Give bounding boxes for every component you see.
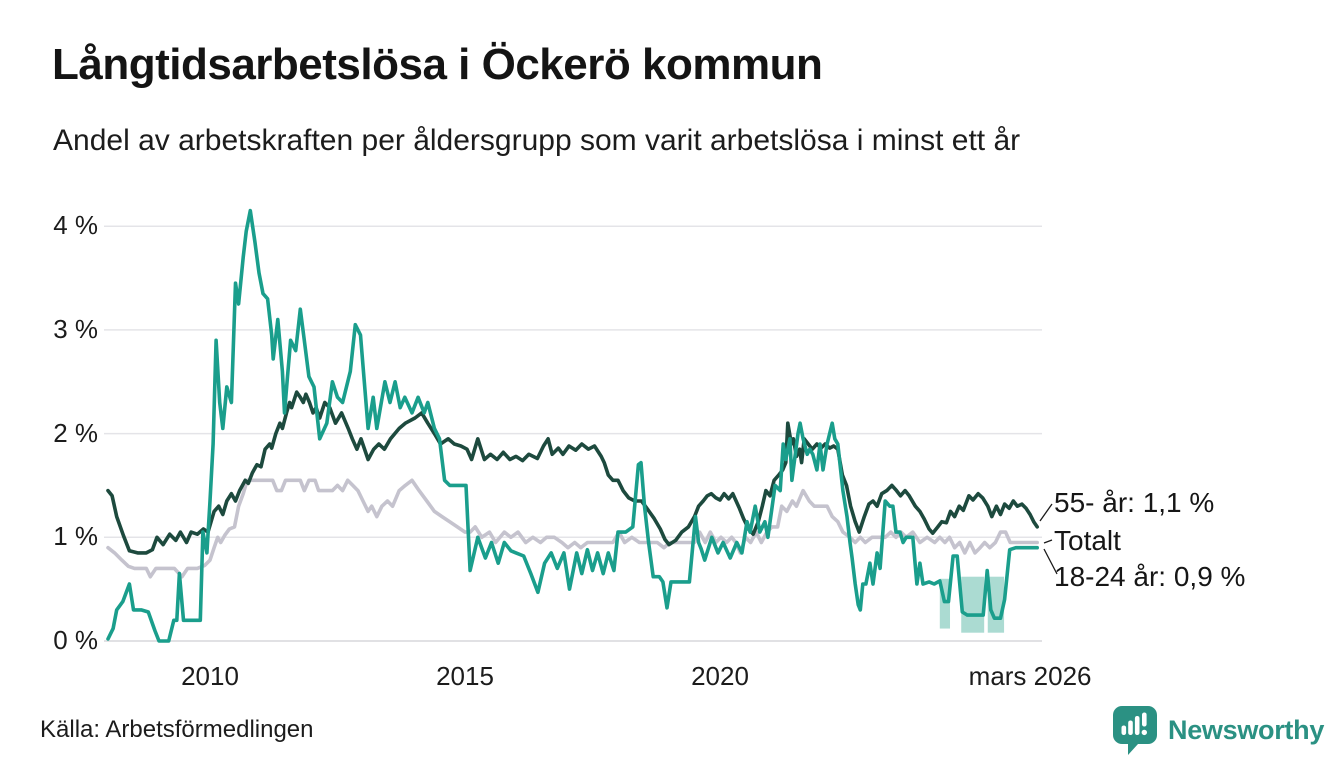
newsworthy-logo: Newsworthy: [1112, 705, 1324, 756]
series-end-label-18-24: 18-24 år: 0,9 %: [1054, 561, 1246, 592]
bar-chart-speech-bubble-icon: [1113, 706, 1157, 755]
x-axis-tick-2010: 2010: [181, 661, 239, 691]
page-subtitle: Andel av arbetskraften per åldersgrupp s…: [53, 124, 1021, 157]
leader-total-line: [1043, 539, 1053, 544]
source-attribution: Källa: Arbetsförmedlingen: [40, 716, 314, 743]
series-line-1824: [106, 208, 1039, 643]
y-axis-tick-1pct: 1 %: [53, 521, 98, 552]
brand-name: Newsworthy: [1168, 715, 1325, 745]
y-axis-tick-3pct: 3 %: [53, 313, 98, 344]
y-axis-tick-2pct: 2 %: [53, 417, 98, 448]
y-axis-tick-4pct: 4 %: [53, 210, 98, 241]
uncertainty-band-2: [961, 576, 985, 633]
series-line-total: [106, 478, 1039, 579]
x-axis-tick-mars-2026: mars 2026: [968, 661, 1092, 691]
series-end-label-55: 55- år: 1,1 %: [1054, 487, 1215, 518]
leader-55-line: [1039, 503, 1053, 522]
series-end-label-total: Totalt: [1054, 525, 1121, 556]
x-axis-tick-2020: 2020: [691, 661, 749, 691]
leader-18-24-line: [1043, 548, 1058, 575]
uncertainty-band-1: [939, 578, 951, 629]
page-title: Långtidsarbetslösa i Öckerö kommun: [52, 40, 823, 89]
series-line-55: [106, 390, 1039, 555]
y-axis-tick-0pct: 0 %: [53, 625, 98, 655]
x-axis-tick-2015: 2015: [436, 661, 494, 691]
